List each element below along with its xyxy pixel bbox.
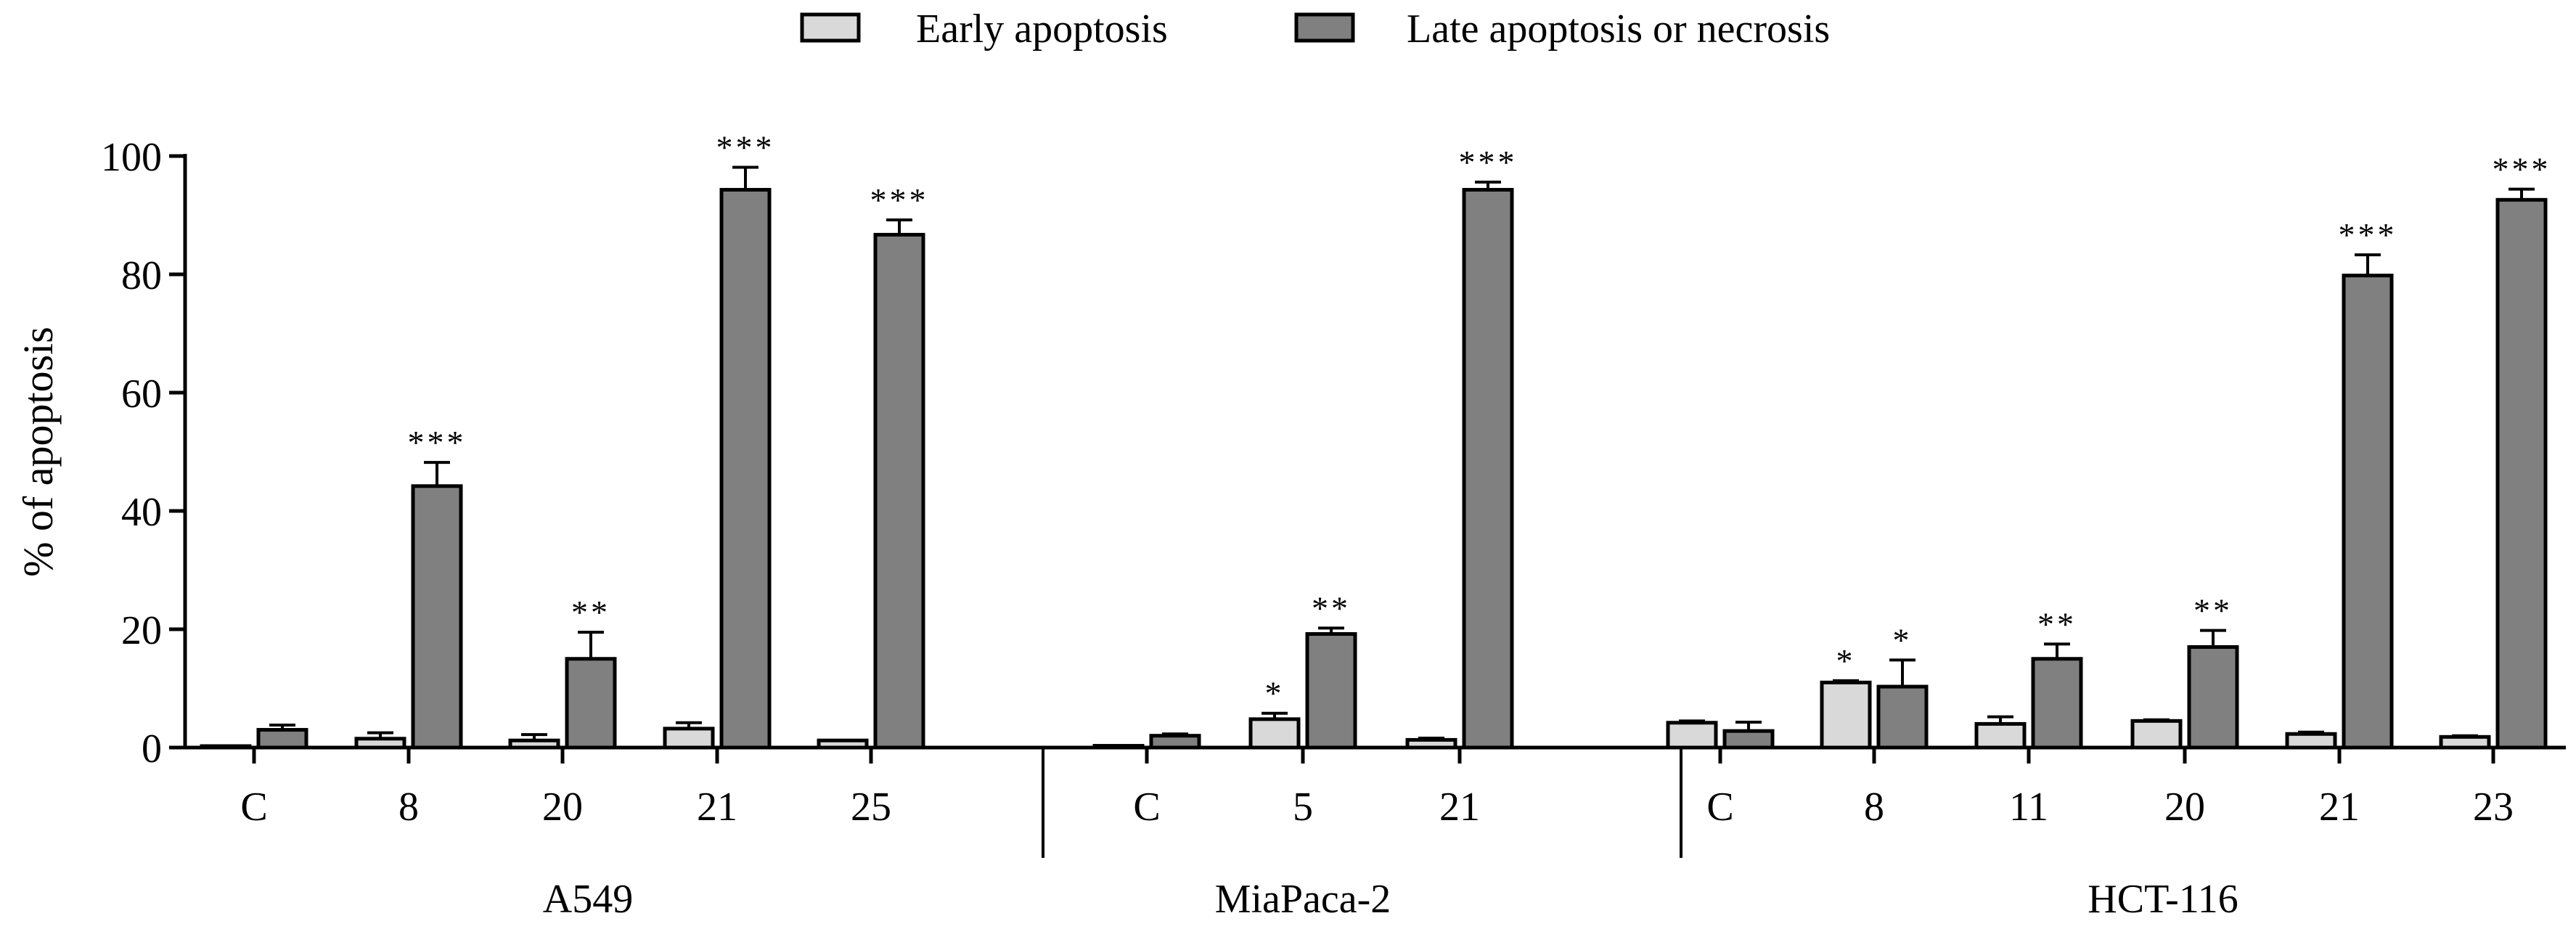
bar-HCT-116-11-late	[2031, 657, 2083, 750]
significance-A549-20-late: **	[571, 594, 610, 631]
legend-label-late: Late apoptosis or necrosis	[1407, 7, 1830, 52]
y-tick-label-20: 20	[121, 608, 162, 653]
category-label-MiaPaca-2-C: C	[1133, 785, 1160, 830]
significance-MiaPaca-2-5-early: *	[1265, 675, 1285, 712]
significance-A549-8-late: ***	[408, 424, 467, 461]
bar-HCT-116-20-early	[2130, 719, 2183, 750]
category-label-HCT-116-21: 21	[2319, 785, 2360, 830]
group-label-MiaPaca-2: MiaPaca-2	[1215, 877, 1391, 922]
y-tick-label-100: 100	[101, 135, 162, 180]
bar-A549-21-late	[719, 187, 772, 750]
bar-A549-25-late	[873, 232, 925, 750]
bar-A549-C-late	[256, 728, 308, 750]
category-label-HCT-116-23: 23	[2473, 785, 2514, 830]
y-tick-label-40: 40	[121, 490, 162, 535]
bars: ******************* ** ********	[200, 128, 2551, 750]
legend-swatch-late	[1294, 12, 1355, 43]
category-label-HCT-116-20: 20	[2164, 785, 2205, 830]
significance-A549-25-late: ***	[870, 181, 929, 218]
category-label-A549-25: 25	[851, 785, 891, 830]
y-tick-label-0: 0	[142, 727, 162, 772]
legend-swatch-early	[800, 12, 861, 43]
bar-HCT-116-C-early	[1666, 721, 1718, 750]
bar-A549-8-late	[411, 484, 463, 750]
bar-HCT-116-20-late	[2187, 644, 2239, 750]
bar-HCT-116-8-early	[1820, 680, 1872, 750]
bar-HCT-116-21-late	[2342, 274, 2394, 750]
bar-A549-21-early	[663, 727, 715, 750]
bar-MiaPaca-2-21-late	[1462, 187, 1514, 750]
category-label-HCT-116-C: C	[1706, 785, 1733, 830]
category-label-MiaPaca-2-5: 5	[1293, 785, 1313, 830]
significance-A549-21-late: ***	[716, 128, 775, 165]
category-label-A549-C: C	[240, 785, 267, 830]
significance-MiaPaca-2-21-late: ***	[1459, 144, 1518, 181]
category-label-A549-8: 8	[398, 785, 419, 830]
significance-HCT-116-8-late: *	[1893, 621, 1913, 658]
significance-HCT-116-23-late: ***	[2493, 151, 2551, 188]
legend-label-early: Early apoptosis	[916, 7, 1168, 52]
category-label-HCT-116-11: 11	[2009, 785, 2048, 830]
bar-MiaPaca-2-5-early	[1248, 717, 1301, 750]
group-label-A549: A549	[543, 877, 633, 922]
category-label-HCT-116-8: 8	[1864, 785, 1884, 830]
bar-MiaPaca-2-5-late	[1305, 632, 1357, 750]
significance-MiaPaca-2-5-late: **	[1312, 589, 1351, 626]
legend: Early apoptosis Late apoptosis or necrosi…	[800, 7, 1830, 52]
y-axis-title: % of apoptosis	[15, 327, 62, 577]
significance-HCT-116-21-late: ***	[2339, 216, 2397, 253]
x-axis: C 8 20 21 25 A549 C 5 21 MiaPaca-2 C 8 11 20 21 23 HCT-1…	[185, 745, 2566, 922]
bar-HCT-116-23-late	[2495, 197, 2548, 750]
bar-HCT-116-C-late	[1722, 729, 1775, 750]
y-axis: 0 20 40 60 80 100 % of apoptosis	[15, 135, 187, 772]
group-label-HCT-116: HCT-116	[2088, 877, 2238, 922]
y-tick-label-60: 60	[121, 372, 162, 417]
significance-HCT-116-8-early: *	[1836, 642, 1856, 679]
bar-HCT-116-11-early	[1974, 721, 2027, 750]
significance-HCT-116-11-late: **	[2037, 605, 2077, 642]
bar-HCT-116-8-late	[1876, 684, 1929, 750]
y-tick-label-80: 80	[121, 253, 162, 298]
category-label-A549-20: 20	[542, 785, 583, 830]
category-label-A549-21: 21	[697, 785, 737, 830]
significance-HCT-116-20-late: **	[2193, 592, 2233, 629]
bar-A549-20-late	[565, 657, 617, 750]
category-label-MiaPaca-2-21: 21	[1439, 785, 1480, 830]
bar-HCT-116-21-early	[2285, 732, 2337, 750]
